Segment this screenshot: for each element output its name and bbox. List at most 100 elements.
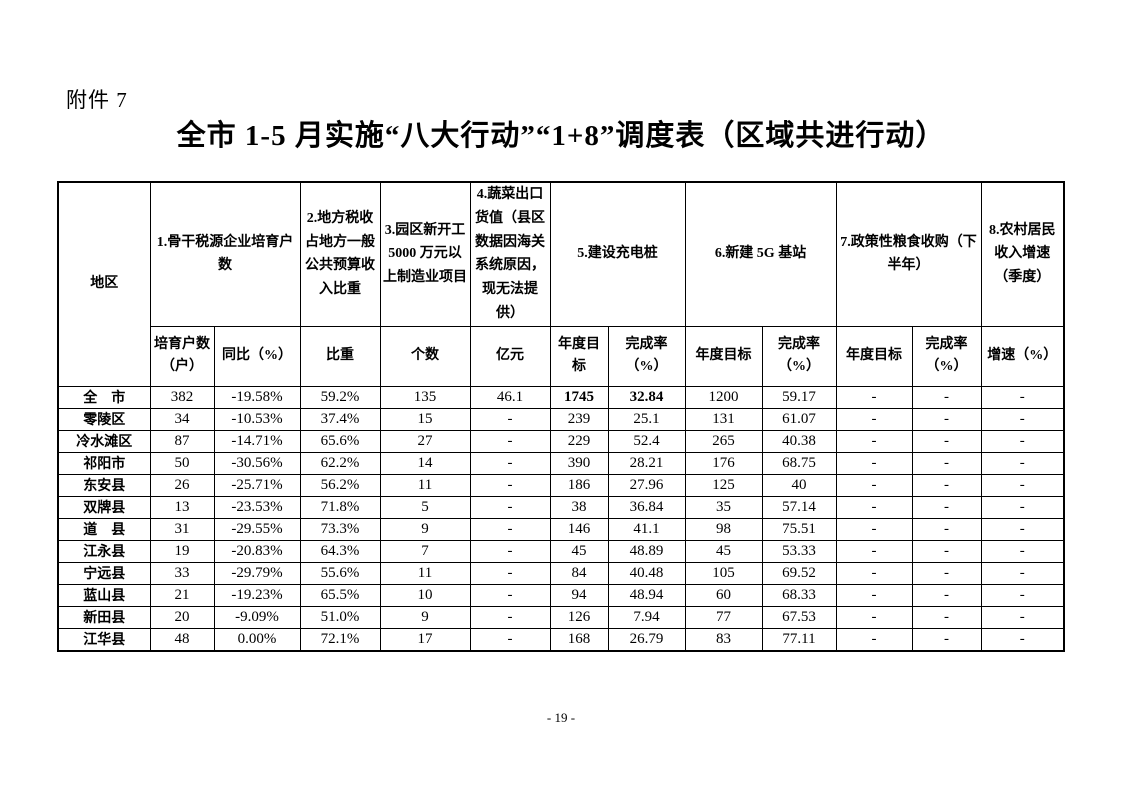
column-header-group-3: 3.园区新开工 5000 万元以上制造业项目 — [379, 181, 471, 327]
region-cell: 江华县 — [57, 627, 151, 652]
value-cell: -29.55% — [213, 517, 301, 541]
value-cell: - — [835, 473, 913, 497]
value-cell: 9 — [379, 605, 471, 629]
value-cell: - — [980, 539, 1065, 563]
value-cell: 77 — [684, 605, 763, 629]
value-cell: - — [469, 429, 551, 453]
value-cell: - — [911, 385, 982, 409]
value-cell: - — [911, 605, 982, 629]
value-cell: 46.1 — [469, 385, 551, 409]
value-cell: 50 — [149, 451, 215, 475]
column-subheader-export-value: 亿元 — [469, 325, 551, 387]
column-subheader-grain-completion: 完成率（%） — [911, 325, 982, 387]
value-cell: 176 — [684, 451, 763, 475]
attachment-label: 附件 7 — [66, 88, 128, 112]
value-cell: -30.56% — [213, 451, 301, 475]
value-cell: 77.11 — [761, 627, 837, 652]
value-cell: - — [469, 561, 551, 585]
table-row: 祁阳市 50 -30.56% 62.2% 14-390 28.21 176 68.75- - - — [57, 451, 1065, 475]
value-cell: 51.0% — [299, 605, 381, 629]
value-cell: 15 — [379, 407, 471, 431]
value-cell: - — [835, 539, 913, 563]
value-cell: 25.1 — [607, 407, 686, 431]
value-cell: 52.4 — [607, 429, 686, 453]
value-cell: -14.71% — [213, 429, 301, 453]
value-cell: -10.53% — [213, 407, 301, 431]
value-cell: 48.89 — [607, 539, 686, 563]
value-cell: - — [469, 583, 551, 607]
table-row: 新田县 20 -9.09% 51.0% 9-126 7.94 77 67.53- - - — [57, 605, 1065, 629]
table-row: 蓝山县 21 -19.23% 65.5% 10-94 48.94 60 68.33- - - — [57, 583, 1065, 607]
column-header-region: 地区 — [57, 181, 151, 387]
table-row: 全 市 382 -19.58% 59.2% 135 46.1 1745 32.84 1200 59… — [57, 385, 1065, 409]
dispatch-table: 地区 1.骨干税源企业培育户数 2.地方税收占地方一般公共预算收入比重 3.园区… — [57, 181, 1066, 652]
value-cell: 45 — [684, 539, 763, 563]
column-header-group-1: 1.骨干税源企业培育户数 — [149, 181, 301, 327]
value-cell: 83 — [684, 627, 763, 652]
value-cell: - — [911, 539, 982, 563]
value-cell: 382 — [149, 385, 215, 409]
table-row: 双牌县 13 -23.53% 71.8% 5-38 36.84 35 57.14- - - — [57, 495, 1065, 519]
value-cell: 27 — [379, 429, 471, 453]
value-cell: 75.51 — [761, 517, 837, 541]
value-cell: - — [980, 605, 1065, 629]
value-cell: - — [980, 495, 1065, 519]
value-cell: -19.58% — [213, 385, 301, 409]
value-cell: - — [911, 561, 982, 585]
value-cell: 61.07 — [761, 407, 837, 431]
column-header-group-4: 4.蔬菜出口货值（县区数据因海关系统原因，现无法提供） — [469, 181, 551, 327]
column-subheader-grain-target: 年度目标 — [835, 325, 913, 387]
value-cell: - — [911, 407, 982, 431]
table-row: 冷水滩区 87 -14.71% 65.6% 27-229 52.4 265 40.38- - - — [57, 429, 1065, 453]
value-cell: 59.17 — [761, 385, 837, 409]
value-cell: 0.00% — [213, 627, 301, 652]
value-cell: 26.79 — [607, 627, 686, 652]
value-cell: 72.1% — [299, 627, 381, 652]
value-cell: - — [980, 517, 1065, 541]
value-cell: - — [835, 605, 913, 629]
value-cell: - — [469, 517, 551, 541]
value-cell: -20.83% — [213, 539, 301, 563]
value-cell: 32.84 — [607, 385, 686, 409]
column-subheader-charger-target: 年度目标 — [549, 325, 609, 387]
region-cell: 江永县 — [57, 539, 151, 563]
value-cell: - — [835, 517, 913, 541]
value-cell: 11 — [379, 561, 471, 585]
value-cell: 48.94 — [607, 583, 686, 607]
value-cell: - — [911, 583, 982, 607]
value-cell: 48 — [149, 627, 215, 652]
value-cell: - — [469, 451, 551, 475]
value-cell: 67.53 — [761, 605, 837, 629]
value-cell: 36.84 — [607, 495, 686, 519]
value-cell: - — [469, 495, 551, 519]
value-cell: 45 — [549, 539, 609, 563]
value-cell: - — [980, 451, 1065, 475]
value-cell: 68.75 — [761, 451, 837, 475]
value-cell: - — [911, 627, 982, 652]
value-cell: 41.1 — [607, 517, 686, 541]
region-cell: 蓝山县 — [57, 583, 151, 607]
value-cell: - — [980, 473, 1065, 497]
region-cell: 宁远县 — [57, 561, 151, 585]
value-cell: 14 — [379, 451, 471, 475]
header-sub-row: 培育户数（户） 同比（%） 比重 个数 亿元 年度目标 完成率（%） 年度目标 … — [58, 325, 1065, 387]
header-group-row: 地区 1.骨干税源企业培育户数 2.地方税收占地方一般公共预算收入比重 3.园区… — [57, 181, 1065, 387]
column-subheader-5g-target: 年度目标 — [684, 325, 763, 387]
value-cell: - — [835, 627, 913, 652]
value-cell: 105 — [684, 561, 763, 585]
value-cell: 229 — [549, 429, 609, 453]
value-cell: - — [835, 385, 913, 409]
table-row: 江华县 48 0.00% 72.1% 17-168 26.79 83 77.11- - - — [57, 627, 1065, 652]
value-cell: 21 — [149, 583, 215, 607]
value-cell: - — [980, 583, 1065, 607]
table-row: 江永县 19 -20.83% 64.3% 7-45 48.89 45 53.33- - - — [57, 539, 1065, 563]
region-cell: 零陵区 — [57, 407, 151, 431]
value-cell: - — [835, 583, 913, 607]
value-cell: - — [911, 451, 982, 475]
value-cell: 37.4% — [299, 407, 381, 431]
column-subheader-cultivated-count: 培育户数（户） — [149, 325, 215, 387]
value-cell: 168 — [549, 627, 609, 652]
value-cell: - — [980, 561, 1065, 585]
value-cell: 265 — [684, 429, 763, 453]
value-cell: 68.33 — [761, 583, 837, 607]
